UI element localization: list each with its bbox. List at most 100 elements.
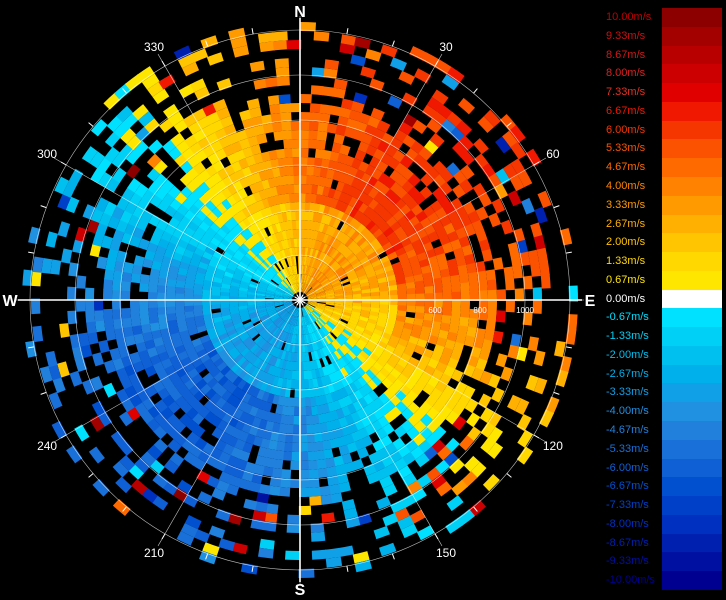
- velocity-gate: [255, 369, 264, 380]
- velocity-gate: [288, 287, 295, 295]
- velocity-gate: [208, 259, 219, 269]
- velocity-gate: [316, 459, 327, 470]
- velocity-gate: [406, 287, 416, 295]
- velocity-gate: [357, 213, 368, 225]
- velocity-gate: [397, 300, 407, 307]
- velocity-gate: [406, 198, 419, 211]
- velocity-gate: [458, 316, 470, 328]
- velocity-gate: [445, 410, 460, 425]
- velocity-gate: [238, 286, 249, 292]
- velocity-gate: [308, 238, 314, 249]
- azimuth-tick: [60, 434, 67, 439]
- velocity-gate: [223, 270, 234, 279]
- velocity-gate: [192, 186, 205, 199]
- velocity-gate: [278, 94, 291, 105]
- velocity-gate: [273, 252, 281, 262]
- velocity-gate: [267, 268, 276, 277]
- velocity-gate: [112, 357, 125, 371]
- velocity-gate: [256, 253, 265, 263]
- velocity-gate: [315, 288, 324, 294]
- velocity-gate: [215, 191, 228, 203]
- velocity-gate: [392, 210, 405, 222]
- velocity-gate: [555, 369, 569, 388]
- velocity-gate: [249, 247, 259, 257]
- velocity-gate: [327, 258, 336, 268]
- velocity-gate: [370, 303, 380, 309]
- legend-label: -8.67m/s: [606, 536, 649, 549]
- velocity-gate: [325, 364, 333, 375]
- velocity-gate: [226, 263, 237, 272]
- velocity-gate: [306, 361, 312, 371]
- velocity-gate: [477, 393, 492, 409]
- velocity-gate: [310, 85, 324, 96]
- velocity-gate: [236, 379, 247, 390]
- legend-label: 3.33m/s: [606, 198, 646, 211]
- velocity-gate: [139, 274, 150, 285]
- velocity-gate: [220, 303, 230, 309]
- velocity-gate: [289, 306, 296, 315]
- velocity-gate: [213, 371, 225, 382]
- velocity-gate: [262, 330, 271, 340]
- velocity-gate: [300, 210, 306, 221]
- velocity-gate: [252, 273, 262, 280]
- velocity-gate: [310, 279, 317, 287]
- velocity-gate: [321, 366, 329, 377]
- velocity-gate: [278, 423, 287, 434]
- velocity-gate: [288, 193, 296, 203]
- velocity-gate: [272, 316, 281, 324]
- velocity-gate: [344, 237, 354, 248]
- velocity-gate: [318, 275, 327, 283]
- velocity-gate: [273, 130, 284, 141]
- velocity-gate: [94, 309, 105, 322]
- velocity-gate: [320, 214, 328, 224]
- velocity-gate: [212, 98, 228, 112]
- velocity-gate: [276, 261, 283, 271]
- velocity-gate: [186, 395, 199, 408]
- velocity-gate: [228, 475, 242, 488]
- velocity-gate: [399, 204, 412, 217]
- velocity-gate: [382, 362, 394, 374]
- velocity-gate: [304, 306, 311, 314]
- velocity-gate: [232, 318, 243, 326]
- velocity-gate: [249, 354, 259, 365]
- velocity-gate: [197, 116, 212, 130]
- velocity-gate: [483, 109, 501, 127]
- velocity-gate: [390, 181, 403, 195]
- velocity-gate: [388, 289, 398, 296]
- velocity-gate: [387, 309, 398, 316]
- azimuth-label: 240: [37, 439, 57, 453]
- velocity-gate: [290, 265, 295, 275]
- velocity-gate: [436, 253, 447, 264]
- velocity-gate: [177, 238, 189, 250]
- velocity-gate: [315, 359, 322, 369]
- velocity-gate: [515, 398, 530, 416]
- velocity-gate: [144, 384, 158, 398]
- velocity-gate: [317, 261, 325, 271]
- velocity-gate: [243, 271, 253, 279]
- velocity-gate: [260, 262, 270, 271]
- velocity-gate: [240, 230, 250, 241]
- velocity-gate: [279, 321, 286, 330]
- velocity-gate: [350, 54, 367, 67]
- velocity-gate: [256, 305, 266, 310]
- velocity-gate: [213, 217, 225, 229]
- velocity-gate: [429, 132, 445, 148]
- velocity-gate: [119, 411, 134, 427]
- velocity-gate: [291, 220, 297, 230]
- velocity-gate: [308, 333, 314, 343]
- azimuth-tick: [346, 28, 349, 35]
- velocity-gate: [269, 430, 279, 442]
- velocity-gate: [383, 399, 396, 412]
- velocity-gate: [319, 394, 328, 405]
- velocity-gate: [281, 249, 287, 259]
- velocity-gate: [469, 290, 480, 301]
- velocity-gate: [257, 446, 269, 458]
- velocity-gate: [349, 316, 359, 323]
- velocity-gate: [211, 206, 223, 218]
- velocity-gate: [303, 379, 310, 389]
- velocity-gate: [281, 359, 288, 370]
- velocity-gate: [166, 278, 177, 287]
- legend-swatch: [662, 158, 722, 178]
- velocity-gate: [321, 86, 335, 97]
- velocity-gate: [272, 40, 289, 51]
